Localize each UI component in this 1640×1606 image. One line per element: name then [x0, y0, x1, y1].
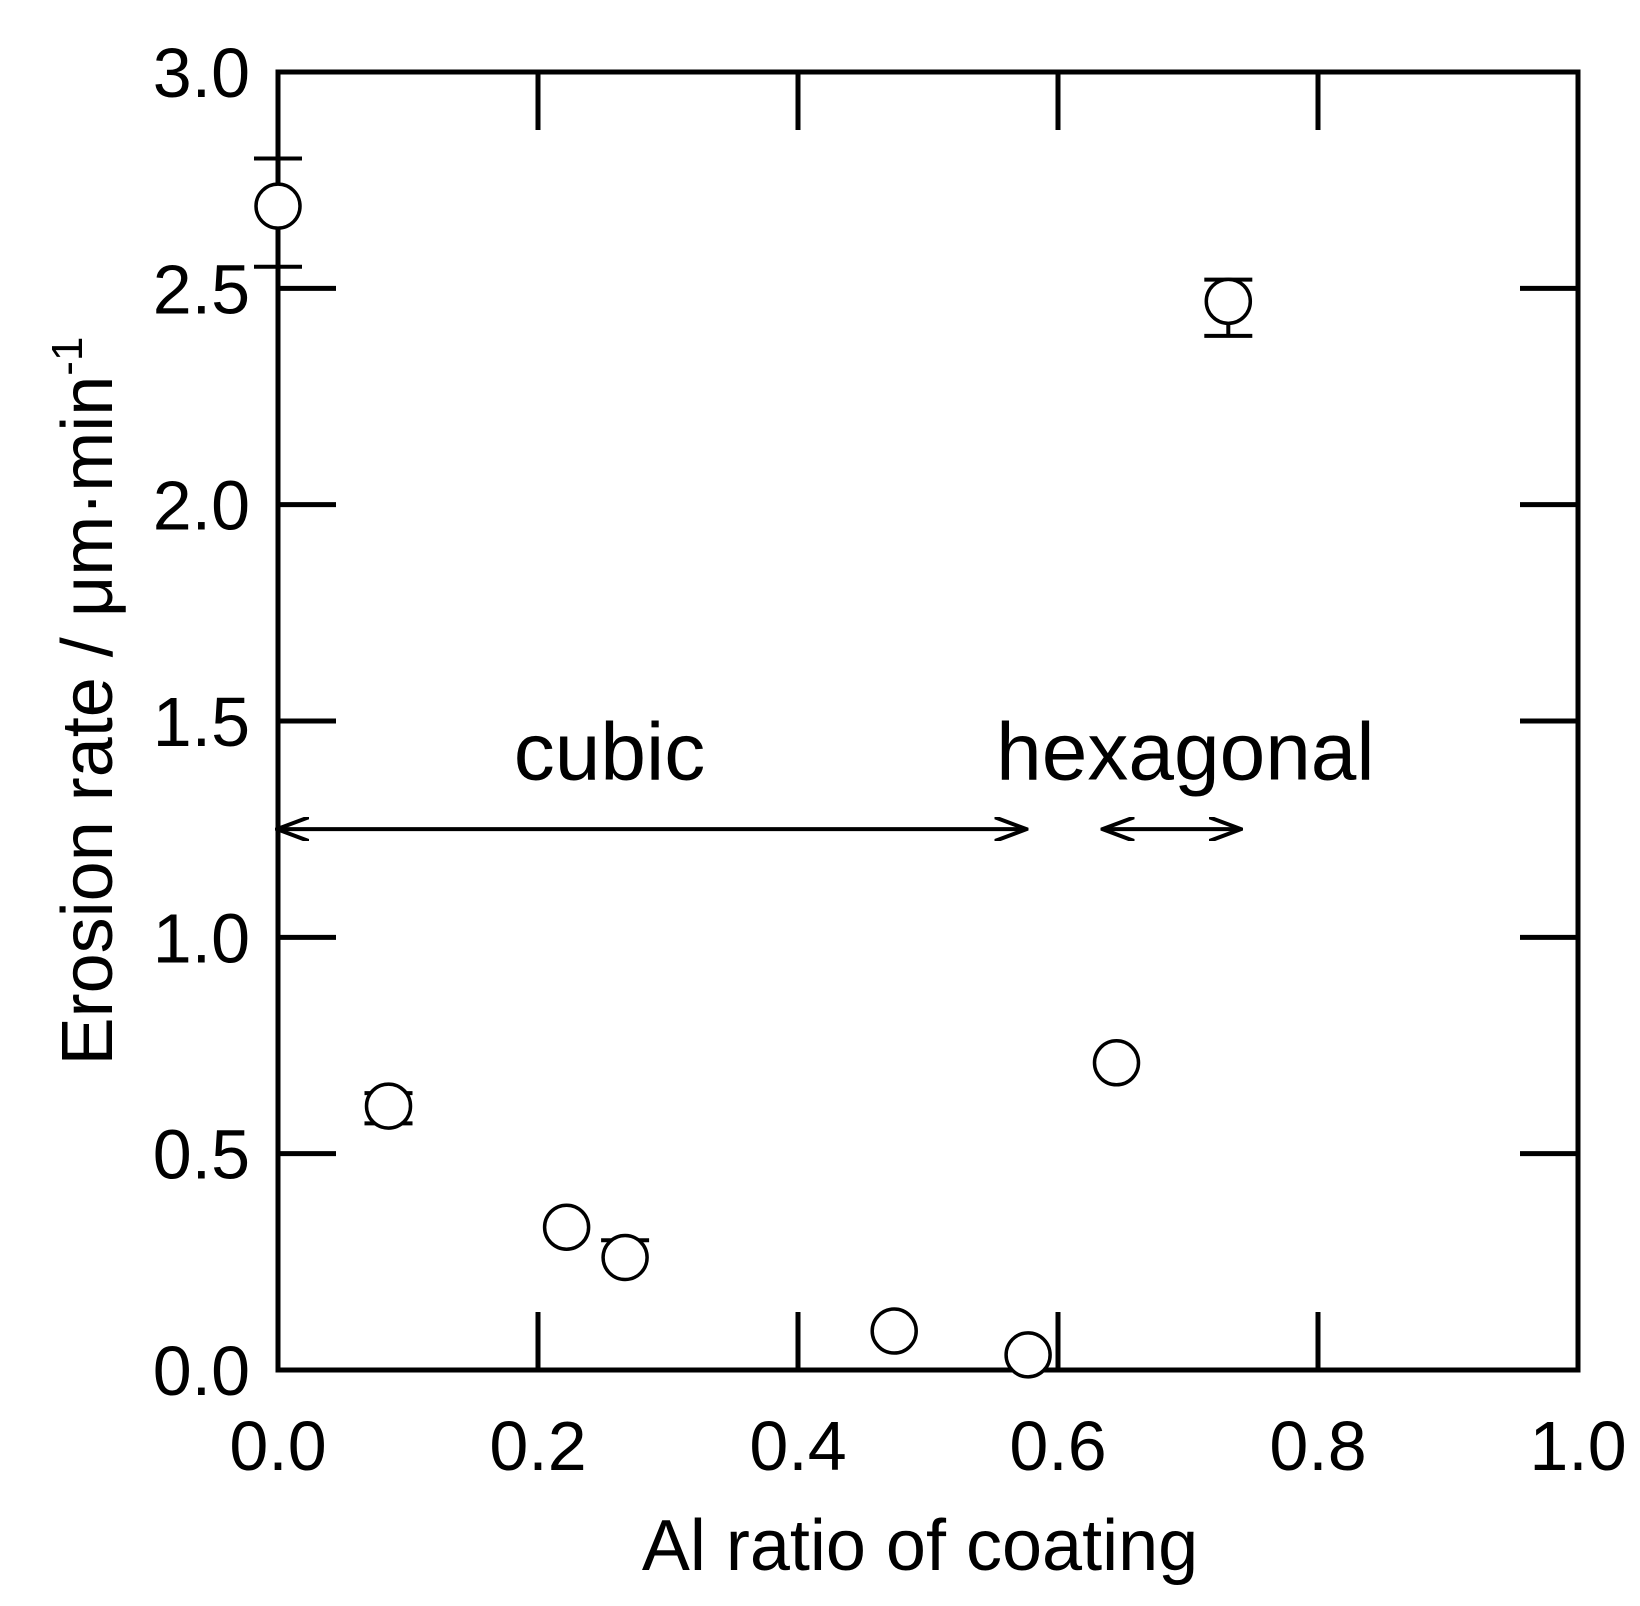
x-tick-label: 0.0 [229, 1407, 326, 1485]
y-axis-label-superscript: -1 [43, 337, 92, 376]
y-tick-label: 0.5 [153, 1116, 250, 1194]
x-tick-label: 0.8 [1269, 1407, 1366, 1485]
y-tick-label: 3.0 [153, 34, 250, 112]
y-axis-label: Erosion rate / μm·min-1 [43, 337, 128, 1066]
data-point [364, 1082, 413, 1130]
axis-ticks [278, 72, 1578, 1370]
y-tick-label: 1.5 [153, 683, 250, 761]
x-axis-label: Al ratio of coating [642, 1506, 1198, 1586]
tick-labels: 0.0 0.2 0.4 0.6 0.8 1.0 0.0 0.5 1.0 1.5 2.0 2.5 3.0 [153, 34, 1627, 1485]
y-tick-label: 0.0 [153, 1332, 250, 1410]
data-point [870, 1307, 918, 1355]
data-points [254, 182, 1253, 1379]
plot-area-frame [275, 69, 1581, 1373]
y-tick-label: 2.0 [153, 467, 250, 545]
x-tick-label: 1.0 [1529, 1407, 1626, 1485]
data-point [601, 1233, 649, 1282]
phase-annotations: cubic hexagonal [278, 706, 1375, 829]
phase-label: hexagonal [996, 706, 1374, 797]
x-tick-label: 0.6 [1009, 1407, 1106, 1485]
x-tick-label: 0.2 [489, 1407, 586, 1485]
data-point [1004, 1331, 1052, 1379]
y-axis-label-text: Erosion rate / μm·min [48, 376, 128, 1066]
phase-label: cubic [514, 706, 705, 797]
y-tick-label: 1.0 [153, 899, 250, 977]
x-tick-label: 0.4 [749, 1407, 846, 1485]
data-point [542, 1203, 591, 1251]
y-tick-label: 2.5 [153, 250, 250, 328]
data-point [1204, 277, 1253, 326]
data-point [1092, 1039, 1141, 1087]
data-point [254, 182, 302, 230]
